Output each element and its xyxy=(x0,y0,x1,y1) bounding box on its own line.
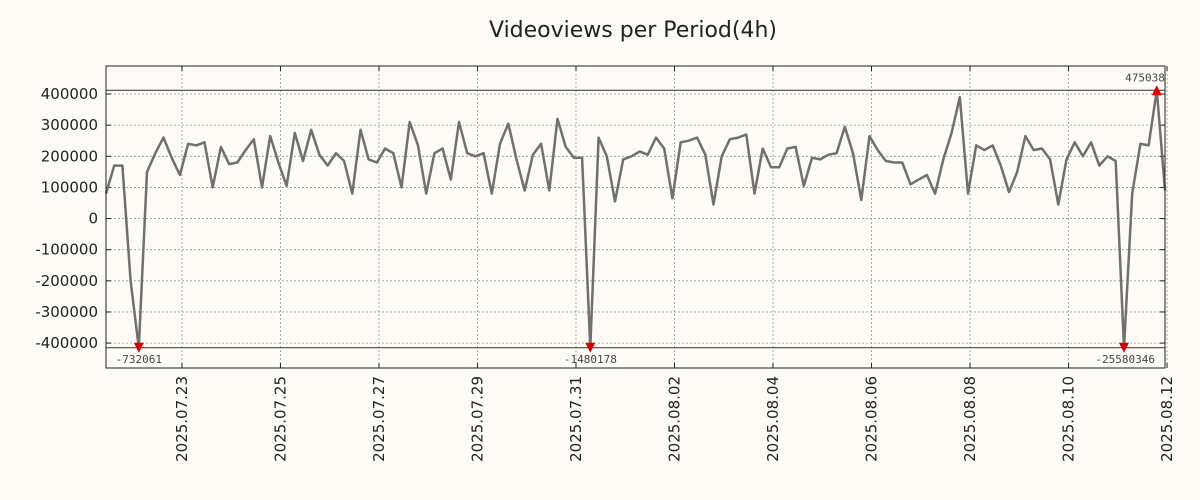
x-tick-label: 2025.08.08 xyxy=(961,376,979,462)
markers: -732061 -1480178 -25580346 475038 xyxy=(116,71,1165,365)
x-tick-label: 2025.08.06 xyxy=(863,376,881,462)
y-tick-label: 200000 xyxy=(41,147,98,165)
y-tick-label: 400000 xyxy=(41,85,98,103)
x-tick-label: 2025.08.04 xyxy=(764,376,782,462)
x-tick-label: 2025.08.12 xyxy=(1158,376,1176,462)
y-tick-label: 300000 xyxy=(41,116,98,134)
x-tick-label: 2025.07.25 xyxy=(271,376,289,462)
series-line xyxy=(104,89,1167,350)
x-tick-label: 2025.07.27 xyxy=(370,376,388,462)
grid xyxy=(106,66,1168,368)
y-tick-label: -200000 xyxy=(35,272,98,290)
max-marker xyxy=(1151,85,1162,96)
min-marker xyxy=(133,342,144,353)
series-group xyxy=(104,89,1167,350)
x-tick-label: 2025.07.23 xyxy=(173,376,191,462)
x-tick-label: 2025.08.02 xyxy=(665,376,683,462)
min-label: -25580346 xyxy=(1095,353,1155,366)
y-axis: 400000 300000 200000 100000 0 -100000 -200000 -… xyxy=(35,85,1165,352)
min-label: -1480178 xyxy=(564,353,617,366)
chart-title: Videoviews per Period(4h) xyxy=(489,18,777,43)
y-tick-label: 100000 xyxy=(41,178,98,196)
x-tick-label: 2025.07.29 xyxy=(468,376,486,462)
y-tick-label: -300000 xyxy=(35,303,98,321)
min-marker xyxy=(1118,342,1129,353)
x-tick-label: 2025.08.10 xyxy=(1060,376,1078,462)
x-tick-label: 2025.07.31 xyxy=(567,376,585,462)
min-marker xyxy=(585,342,596,353)
x-axis: 2025.07.23 2025.07.25 2025.07.27 2025.07.29… xyxy=(173,66,1176,462)
y-tick-label: -400000 xyxy=(35,334,98,352)
min-label: -732061 xyxy=(116,353,162,366)
max-label: 475038 xyxy=(1125,71,1165,84)
y-tick-label: -100000 xyxy=(35,241,98,259)
y-tick-label: 0 xyxy=(88,210,98,228)
plot-frame xyxy=(105,65,1166,369)
